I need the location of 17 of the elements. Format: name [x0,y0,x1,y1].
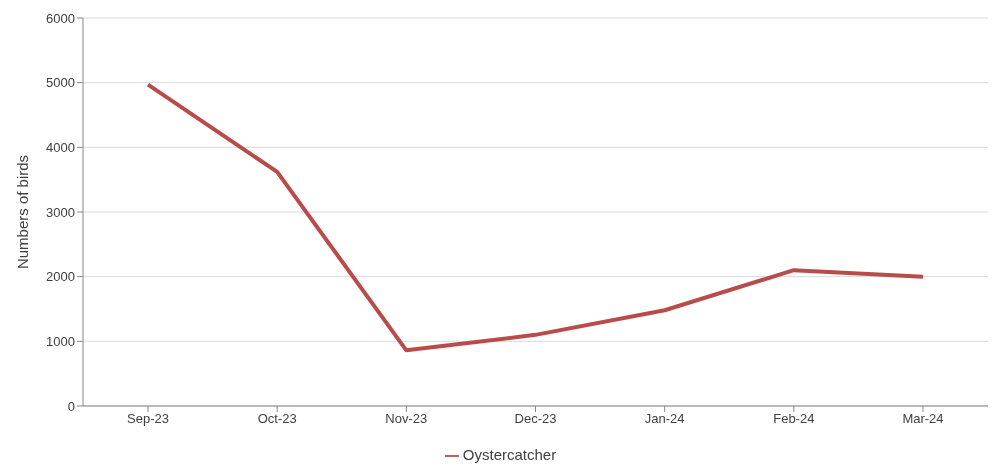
y-tick-label: 2000 [46,269,75,285]
x-tick-label: Jan-24 [644,411,685,427]
y-axis-title: Numbers of birds [14,154,32,270]
x-tick-label: Mar-24 [902,411,944,427]
x-tick-label: Nov-23 [385,411,428,427]
x-tick-label: Feb-24 [773,411,815,427]
x-tick-label: Sep-23 [127,411,169,427]
y-tick-label: 5000 [46,75,75,91]
line-series [146,82,925,353]
x-tick-label: Dec-23 [514,411,557,427]
y-tick-label: 4000 [46,139,75,155]
y-tick-label: 0 [67,398,75,414]
y-tick-label: 1000 [46,333,75,349]
legend-label: Oystercatcher [462,445,557,463]
x-tick-label: Oct-23 [257,411,297,427]
y-tick-label: 3000 [46,204,75,220]
y-tick-label: 6000 [46,10,75,26]
